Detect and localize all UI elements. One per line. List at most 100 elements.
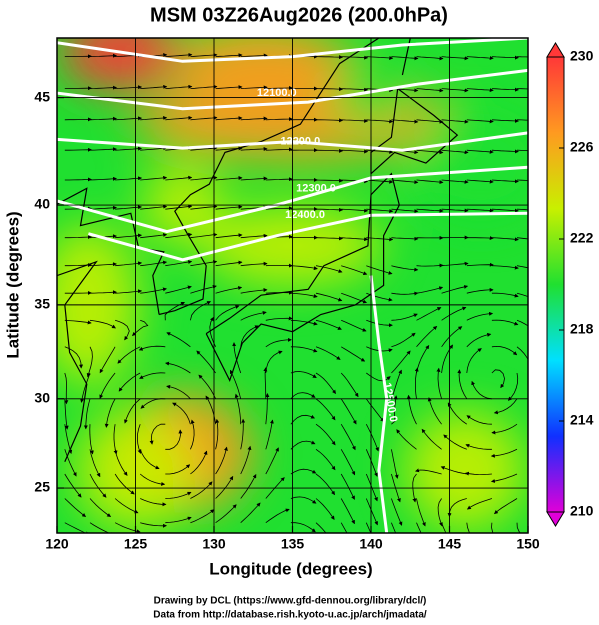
streamline (240, 261, 268, 267)
streamline (215, 260, 243, 267)
streamline (290, 346, 318, 353)
streamline (89, 319, 116, 329)
streamline (466, 179, 494, 184)
streamline (491, 345, 518, 356)
streamline (365, 424, 379, 452)
streamline (416, 56, 444, 61)
streamline (466, 348, 482, 374)
streamline (265, 85, 293, 90)
streamline (115, 85, 143, 90)
streamline (471, 380, 492, 400)
streamline (290, 522, 316, 533)
streamline (290, 468, 317, 475)
streamline (190, 301, 212, 321)
streamline (516, 208, 528, 211)
streamline (139, 473, 166, 486)
streamline (140, 260, 168, 267)
streamline (265, 147, 293, 152)
streamline (149, 423, 166, 445)
x-tick-label: 150 (516, 536, 540, 552)
streamline (340, 398, 357, 425)
streamline (64, 117, 92, 122)
x-tick-label: 130 (202, 536, 226, 552)
streamline (366, 265, 393, 275)
streamline (340, 449, 356, 476)
streamline (516, 119, 528, 121)
streamline (215, 286, 243, 294)
streamline (215, 233, 243, 239)
streamline (265, 419, 274, 450)
colorbar-tick-label: 214 (570, 412, 594, 428)
colorbar-extend-low (546, 511, 565, 527)
streamline (89, 53, 117, 58)
streamline (240, 176, 268, 181)
streamline (441, 208, 469, 213)
streamline (89, 262, 117, 267)
streamline (391, 208, 419, 214)
streamline (198, 374, 216, 399)
streamline (366, 372, 391, 382)
streamline (115, 261, 143, 267)
streamline (115, 146, 143, 151)
streamline (415, 468, 442, 475)
streamline (391, 56, 419, 61)
streamline (165, 516, 192, 524)
streamline (215, 116, 243, 121)
contour-label: 12300.0 (296, 182, 336, 194)
streamline (340, 522, 348, 533)
streamline (290, 292, 318, 298)
streamline (165, 260, 193, 267)
streamline (190, 204, 218, 210)
colorbar-tick-label: 226 (570, 139, 594, 155)
streamline (466, 311, 494, 321)
streamline (457, 369, 468, 400)
streamline (166, 332, 191, 348)
streamline (190, 115, 218, 121)
streamline (115, 116, 143, 121)
streamline (490, 473, 518, 483)
streamline (190, 450, 208, 475)
streamline (290, 414, 316, 425)
streamline (140, 204, 168, 210)
streamline (290, 496, 317, 504)
streamline (165, 52, 193, 57)
footer-text: Data from http://database.rish.kyoto-u.a… (153, 610, 427, 621)
streamline (441, 522, 447, 533)
x-tick-label: 125 (124, 536, 148, 552)
streamline (136, 424, 142, 454)
x-axis-label: Longitude (degrees) (209, 559, 372, 578)
x-tick-label: 145 (438, 536, 462, 552)
streamline (493, 498, 518, 515)
streamline (115, 289, 143, 294)
streamline (315, 178, 344, 183)
streamline (340, 372, 359, 398)
streamline (341, 149, 369, 154)
streamline (441, 56, 469, 61)
streamline (466, 236, 494, 241)
streamline (416, 208, 444, 213)
streamline (490, 448, 518, 458)
streamline (416, 286, 444, 294)
streamline (466, 149, 494, 154)
streamline (516, 319, 528, 327)
streamline (99, 346, 116, 374)
streamline (340, 473, 355, 500)
streamline (140, 522, 167, 528)
streamline (190, 419, 195, 450)
streamline (132, 319, 149, 337)
streamline (229, 369, 242, 399)
streamline (114, 473, 135, 495)
streamline (172, 402, 191, 425)
y-tick-label: 30 (34, 389, 50, 405)
streamline (391, 449, 399, 479)
field-blob (405, 410, 526, 531)
streamline (391, 119, 419, 124)
contour-line (57, 68, 528, 111)
streamline (215, 446, 228, 475)
streamline (516, 292, 528, 297)
coastline (57, 187, 165, 315)
streamline (64, 86, 92, 91)
streamline (64, 473, 82, 498)
streamline (341, 118, 369, 123)
streamline (165, 491, 192, 499)
